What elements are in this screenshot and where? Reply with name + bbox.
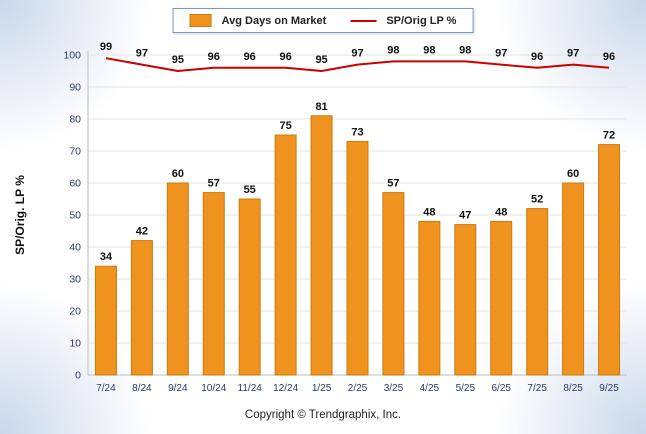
bar-value-label: 75 xyxy=(280,120,292,132)
bar-legend-label: Avg Days on Market xyxy=(221,14,327,27)
x-tick-label: 3/25 xyxy=(384,383,404,394)
x-tick-label: 6/25 xyxy=(491,383,511,394)
line-value-label: 96 xyxy=(208,51,220,63)
line-value-label: 98 xyxy=(423,44,435,56)
bar-value-label: 48 xyxy=(423,206,435,218)
copyright-text: Copyright © Trendgraphix, Inc. xyxy=(244,409,402,421)
bar xyxy=(526,208,549,376)
y-tick-label: 50 xyxy=(69,210,81,222)
bar-value-label: 73 xyxy=(351,126,363,138)
bar xyxy=(94,265,117,376)
bar xyxy=(346,140,369,376)
bar-value-label: 60 xyxy=(172,168,184,180)
line-value-label: 97 xyxy=(136,48,148,60)
bar-value-label: 52 xyxy=(531,194,543,206)
y-axis-title: SP/Orig. LP % xyxy=(13,175,27,255)
line-value-label: 98 xyxy=(387,44,399,56)
bar xyxy=(562,182,585,376)
x-tick-label: 7/24 xyxy=(96,383,116,394)
x-tick-label: 8/24 xyxy=(132,383,152,394)
y-tick-label: 20 xyxy=(69,306,81,318)
line-value-label: 96 xyxy=(280,51,292,63)
line-legend-label: SP/Orig LP % xyxy=(386,14,457,27)
bar-value-label: 34 xyxy=(100,251,113,263)
bar xyxy=(382,192,405,376)
legend: Avg Days on Market SP/Orig LP % xyxy=(172,8,474,33)
y-tick-label: 0 xyxy=(75,370,81,382)
line-value-label: 99 xyxy=(100,41,112,53)
bar xyxy=(130,240,153,376)
line-value-label: 98 xyxy=(459,44,471,56)
x-tick-label: 10/24 xyxy=(201,383,226,394)
x-tick-label: 5/25 xyxy=(456,383,476,394)
bar-value-label: 60 xyxy=(567,168,579,180)
x-tick-label: 11/24 xyxy=(238,383,263,394)
y-tick-label: 30 xyxy=(69,274,81,286)
y-tick-label: 60 xyxy=(69,178,81,190)
bar xyxy=(598,144,621,376)
x-tick-label: 8/25 xyxy=(563,383,583,394)
bar-value-label: 42 xyxy=(136,226,148,238)
line-value-label: 97 xyxy=(567,48,579,60)
line-value-label: 96 xyxy=(603,51,615,63)
line-value-label: 97 xyxy=(351,48,363,60)
bar xyxy=(418,220,441,376)
x-tick-label: 4/25 xyxy=(420,383,440,394)
line-value-label: 96 xyxy=(531,51,543,63)
y-tick-label: 80 xyxy=(69,114,81,126)
x-tick-label: 2/25 xyxy=(348,383,368,394)
bar xyxy=(202,192,225,376)
bar-value-label: 48 xyxy=(495,206,507,218)
y-tick-label: 40 xyxy=(69,242,81,254)
bar-value-label: 72 xyxy=(603,130,615,142)
line-value-label: 95 xyxy=(172,54,184,66)
y-tick-label: 100 xyxy=(63,50,81,62)
sp-orig-lp-line xyxy=(105,57,610,72)
x-tick-label: 12/24 xyxy=(273,383,298,394)
x-tick-label: 7/25 xyxy=(527,383,547,394)
line-legend-swatch-icon xyxy=(350,19,377,22)
line-value-label: 95 xyxy=(315,54,327,66)
x-tick-label: 1/25 xyxy=(312,383,332,394)
bar-value-label: 47 xyxy=(459,210,471,222)
bar xyxy=(166,182,189,376)
line-value-label: 96 xyxy=(244,51,256,63)
line-value-label: 97 xyxy=(495,48,507,60)
bar xyxy=(490,220,513,376)
y-tick-label: 10 xyxy=(69,338,81,350)
bar-value-label: 81 xyxy=(315,101,327,113)
x-tick-label: 9/24 xyxy=(168,383,188,394)
bar-value-label: 57 xyxy=(387,178,399,190)
y-tick-label: 90 xyxy=(69,82,81,94)
bar-value-label: 57 xyxy=(208,178,220,190)
bar xyxy=(310,115,333,376)
bar-legend-swatch-icon xyxy=(189,14,212,27)
y-tick-label: 70 xyxy=(69,146,81,158)
bar xyxy=(274,134,297,376)
bar-value-label: 55 xyxy=(244,184,256,196)
bar xyxy=(454,224,477,376)
x-tick-label: 9/25 xyxy=(599,383,619,394)
bar xyxy=(238,198,261,376)
